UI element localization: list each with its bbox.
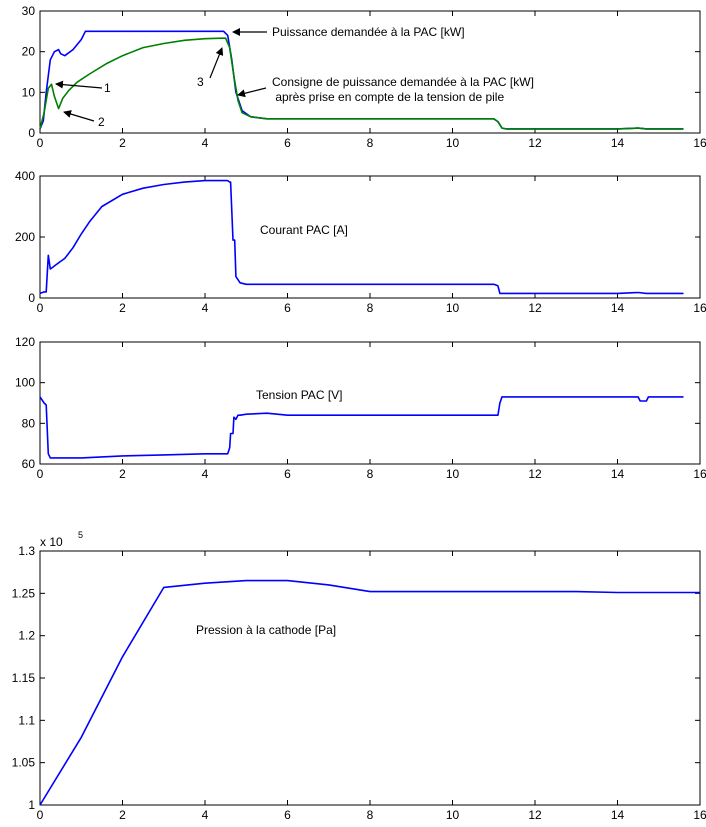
x-tick-label: 16 — [693, 467, 706, 481]
x-tick-label: 4 — [202, 808, 209, 822]
x-tick-label: 10 — [446, 136, 460, 150]
x-tick-label: 2 — [119, 467, 126, 481]
axes-box — [39, 341, 701, 465]
axes-box — [39, 175, 701, 299]
x-tick-label: 14 — [611, 808, 625, 822]
annotation-tension: Tension PAC [V] — [256, 388, 342, 402]
x-tick-label: 12 — [528, 301, 542, 315]
y-tick-label: 400 — [15, 169, 35, 183]
x-tick-label: 14 — [611, 136, 625, 150]
y-tick-label: 80 — [22, 416, 36, 430]
series-layer — [39, 30, 684, 130]
x-tick-label: 0 — [37, 808, 44, 822]
arrow-label-2 — [63, 110, 95, 122]
annotation-label-2: 2 — [98, 115, 105, 129]
x-ticks: 0 2 4 6 8 10 12 14 16 — [37, 11, 706, 150]
x-tick-label: 8 — [367, 136, 374, 150]
y-tick-label: 10 — [22, 85, 36, 99]
y-tick-label: 60 — [22, 457, 36, 471]
y-tick-label: 1.05 — [12, 756, 36, 770]
x-tick-label: 12 — [528, 467, 542, 481]
x-tick-label: 6 — [284, 808, 291, 822]
x-tick-label: 16 — [693, 301, 706, 315]
x-tick-label: 16 — [693, 136, 706, 150]
x-tick-label: 6 — [284, 467, 291, 481]
y-tick-label: 200 — [15, 230, 35, 244]
x-tick-label: 8 — [367, 301, 374, 315]
x-tick-label: 12 — [528, 808, 542, 822]
series-layer — [39, 396, 684, 459]
x-tick-label: 4 — [202, 136, 209, 150]
series-layer — [39, 179, 684, 295]
arrow-label-3 — [209, 47, 224, 79]
x-tick-label: 4 — [202, 467, 209, 481]
x-ticks: 0 2 4 6 8 10 12 14 16 — [37, 551, 706, 822]
annotation-consigne-line2: après prise en compte de la tension de p… — [272, 90, 504, 104]
y-ticks: 0 200 400 — [15, 169, 700, 305]
x-tick-label: 14 — [611, 301, 625, 315]
x-tick-label: 4 — [202, 301, 209, 315]
x-tick-label: 6 — [284, 301, 291, 315]
panel-tension: 0 2 4 6 8 10 12 14 16 60 80 100 120 Tension PAC [V] — [15, 335, 706, 481]
x-tick-label: 10 — [446, 301, 460, 315]
panel-pression: 0 2 4 6 8 10 12 14 16 1 1.05 1.1 1.15 1.2 1.25 1.3 x 1… — [12, 530, 706, 822]
annotation-consigne-line1: Consigne de puissance demandée à la PAC … — [272, 75, 534, 89]
annotation-label-3: 3 — [197, 75, 204, 89]
y-tick-label: 1.3 — [18, 544, 35, 558]
x-tick-label: 6 — [284, 136, 291, 150]
x-tick-label: 16 — [693, 808, 706, 822]
y-tick-label: 120 — [15, 335, 35, 349]
y-multiplier-exponent: 5 — [78, 530, 83, 540]
x-tick-label: 14 — [611, 467, 625, 481]
y-tick-label: 20 — [22, 45, 36, 59]
y-multiplier-base: x 10 — [40, 535, 63, 549]
y-tick-label: 1.1 — [18, 713, 35, 727]
x-tick-label: 2 — [119, 136, 126, 150]
y-tick-label: 1 — [28, 798, 35, 812]
x-tick-label: 8 — [367, 467, 374, 481]
annotation-puissance: Puissance demandée à la PAC [kW] — [272, 25, 465, 39]
series-line-blue — [39, 579, 700, 806]
x-tick-label: 0 — [37, 301, 44, 315]
y-tick-label: 0 — [28, 126, 35, 140]
annotation-courant: Courant PAC [A] — [260, 223, 348, 237]
arrow-consigne — [237, 87, 267, 98]
y-ticks: 60 80 100 120 — [15, 335, 700, 471]
x-tick-label: 10 — [446, 808, 460, 822]
x-tick-label: 2 — [119, 808, 126, 822]
annotation-label-1: 1 — [104, 81, 111, 95]
y-tick-label: 1.25 — [12, 586, 36, 600]
y-tick-label: 1.2 — [18, 629, 35, 643]
y-tick-label: 1.15 — [12, 671, 36, 685]
x-tick-label: 0 — [37, 467, 44, 481]
axes-box — [39, 550, 701, 806]
y-tick-label: 100 — [15, 376, 35, 390]
annotation-pression: Pression à la cathode [Pa] — [196, 623, 336, 637]
y-ticks: 0 10 20 30 — [22, 4, 700, 140]
x-tick-label: 0 — [37, 136, 44, 150]
x-ticks: 0 2 4 6 8 10 12 14 16 — [37, 176, 706, 315]
x-tick-label: 8 — [367, 808, 374, 822]
x-tick-label: 10 — [446, 467, 460, 481]
x-tick-label: 2 — [119, 301, 126, 315]
y-tick-label: 30 — [22, 4, 36, 18]
series-line-green — [39, 37, 684, 130]
panel-courant: 0 2 4 6 8 10 12 14 16 0 200 400 Courant PAC [A] — [15, 169, 706, 315]
series-layer — [39, 579, 700, 806]
arrow-label-1 — [55, 80, 103, 89]
x-tick-label: 12 — [528, 136, 542, 150]
y-tick-label: 0 — [28, 291, 35, 305]
series-line-blue — [39, 396, 684, 459]
x-ticks: 0 2 4 6 8 10 12 14 16 — [37, 342, 706, 481]
series-line-blue — [39, 179, 684, 295]
y-ticks: 1 1.05 1.1 1.15 1.2 1.25 1.3 — [12, 544, 700, 812]
